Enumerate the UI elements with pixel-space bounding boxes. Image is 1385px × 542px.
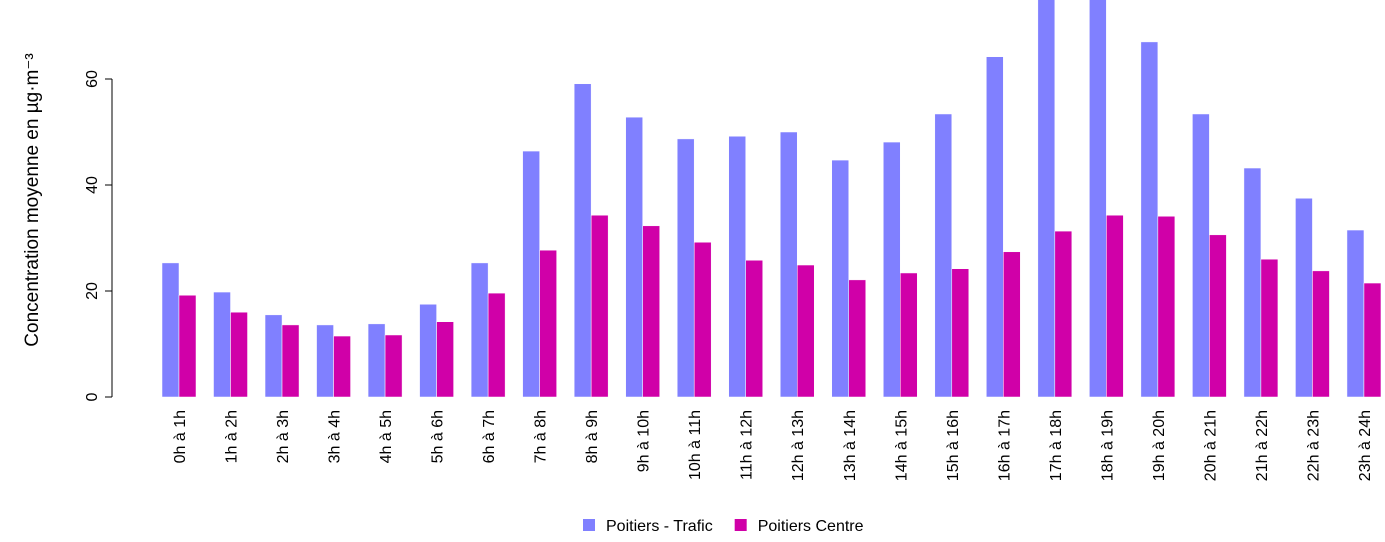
bar <box>333 335 351 397</box>
x-tick-label: 17h à 18h <box>1048 410 1065 481</box>
x-tick-label: 12h à 13h <box>790 410 807 481</box>
bar <box>487 292 506 397</box>
legend-swatch <box>583 519 595 531</box>
bar <box>1346 229 1365 397</box>
x-tick-label: 14h à 15h <box>893 410 910 481</box>
bars <box>161 0 1382 397</box>
x-tick-label: 2h à 3h <box>275 410 292 463</box>
y-axis-label: Concentration moyenne en µg·m⁻³ <box>22 53 43 346</box>
bar <box>1363 282 1382 397</box>
y-tick-label: 40 <box>84 176 101 194</box>
x-tick-label: 8h à 9h <box>584 410 601 463</box>
bar <box>951 268 970 397</box>
bar <box>539 249 557 397</box>
x-tick-label: 1h à 2h <box>224 410 241 463</box>
x-tick-label: 23h à 24h <box>1357 410 1374 481</box>
bar <box>1243 167 1262 397</box>
bar <box>178 294 197 397</box>
bar <box>986 56 1004 397</box>
y-tick-label: 60 <box>84 70 101 88</box>
y-tick-label: 0 <box>84 392 101 401</box>
x-tick-label: 7h à 8h <box>533 410 550 463</box>
x-tick-label: 4h à 5h <box>378 410 395 463</box>
bar <box>590 214 609 397</box>
bar <box>676 138 695 397</box>
x-tick-label: 16h à 17h <box>996 410 1013 481</box>
bar <box>831 159 850 397</box>
legend-label: Poitiers Centre <box>758 518 864 535</box>
bar <box>1003 251 1021 397</box>
bar <box>367 323 386 397</box>
bar <box>1157 216 1176 397</box>
bar <box>1192 113 1210 397</box>
bar <box>883 141 901 397</box>
bar <box>1037 0 1056 397</box>
legend-swatch <box>734 519 747 531</box>
x-tick-label: 22h à 23h <box>1305 410 1322 481</box>
y-tick-label: 20 <box>84 282 101 300</box>
bar <box>573 83 592 397</box>
x-tick-label: 15h à 16h <box>945 410 962 481</box>
bar <box>161 262 180 397</box>
bar <box>779 131 798 397</box>
bar <box>522 150 540 397</box>
bar <box>1312 270 1330 397</box>
bar <box>693 241 712 397</box>
x-tick-label: 10h à 11h <box>687 410 704 480</box>
bar <box>745 260 763 397</box>
x-tick-label: 21h à 22h <box>1254 410 1271 481</box>
x-tick-label: 6h à 7h <box>481 410 498 463</box>
bar <box>1106 214 1124 397</box>
bar <box>384 334 403 397</box>
bar <box>316 324 334 397</box>
bar <box>1260 258 1279 397</box>
bar <box>436 321 454 397</box>
x-tick-label: 11h à 12h <box>739 410 756 480</box>
bar <box>419 304 437 397</box>
bar <box>934 113 953 397</box>
bar <box>642 225 660 397</box>
bar <box>848 279 867 397</box>
bar <box>470 262 489 397</box>
bar <box>281 324 300 397</box>
bar <box>796 264 815 397</box>
x-tick-label: 3h à 4h <box>327 410 344 463</box>
bar <box>1295 198 1313 397</box>
legend-label: Poitiers - Trafic <box>606 518 713 535</box>
bar <box>1209 234 1227 397</box>
bar <box>264 314 283 397</box>
x-tick-label: 0h à 1h <box>172 410 189 463</box>
x-tick-label: 13h à 14h <box>842 410 859 481</box>
x-tick-label: 5h à 6h <box>430 410 447 463</box>
bar <box>900 272 918 397</box>
bar <box>1140 41 1159 397</box>
bar <box>1054 230 1073 397</box>
x-tick-label: 9h à 10h <box>636 410 653 472</box>
x-tick-label: 18h à 19h <box>1099 410 1116 481</box>
bar <box>1089 0 1107 397</box>
bar <box>625 116 643 397</box>
x-tick-label: 19h à 20h <box>1151 410 1168 481</box>
bar <box>728 135 746 397</box>
bar <box>213 291 231 397</box>
bar <box>230 311 248 397</box>
x-tick-label: 20h à 21h <box>1202 410 1219 481</box>
